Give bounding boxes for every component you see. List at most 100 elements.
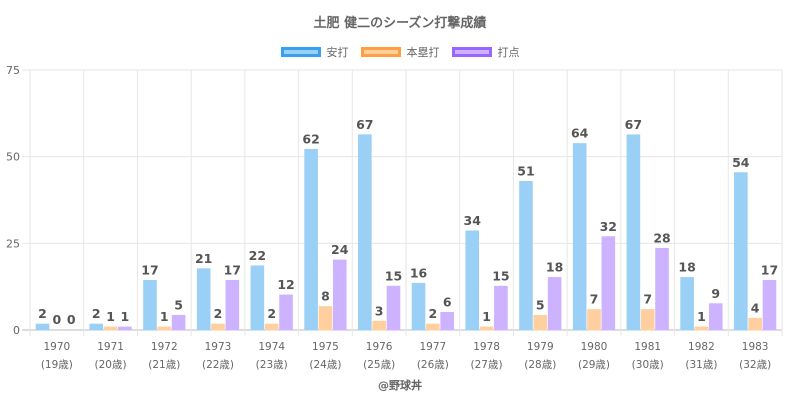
bar-rbi (547, 277, 562, 331)
data-label: 1 (482, 309, 491, 324)
bar-home-runs (748, 317, 762, 331)
bar-home-runs (479, 326, 494, 331)
x-tick-label: 1978 (473, 341, 500, 353)
bar-home-runs (694, 326, 709, 331)
legend-item-hits[interactable]: 安打 (280, 44, 349, 60)
bar-hits (196, 268, 211, 331)
data-label: 16 (410, 265, 428, 280)
x-tick-sublabel: (23歳) (256, 359, 288, 371)
bar-hits (626, 134, 641, 331)
legend-swatch-rbi (451, 47, 492, 57)
data-label: 2 (429, 306, 438, 321)
bar-rbi (118, 326, 132, 331)
x-tick-label: 1981 (634, 341, 661, 353)
data-label: 3 (375, 303, 384, 318)
bar-home-runs (211, 323, 225, 331)
bar-rbi (279, 294, 293, 331)
bar-hits (35, 323, 50, 331)
data-label: 4 (751, 300, 760, 315)
data-label: 2 (214, 306, 223, 321)
y-tick-label: 25 (6, 237, 20, 250)
data-label: 2 (92, 306, 101, 321)
data-label: 28 (653, 230, 670, 245)
data-label: 15 (492, 268, 509, 283)
bar-hits (572, 143, 587, 331)
data-label: 21 (195, 251, 212, 266)
data-label: 34 (464, 213, 482, 228)
bar-hits (680, 277, 694, 331)
x-tick-label: 1974 (258, 341, 285, 353)
bar-hits (465, 230, 480, 331)
data-label: 51 (517, 163, 534, 178)
x-tick-sublabel: (27歳) (471, 359, 503, 371)
bar-rbi (708, 303, 723, 331)
x-tick-label: 1982 (688, 341, 715, 353)
bar-rbi (171, 314, 186, 331)
data-label: 1 (697, 309, 706, 324)
data-label: 0 (53, 312, 62, 327)
legend-item-home-runs[interactable]: 本塁打 (360, 44, 440, 60)
x-tick-sublabel: (29歳) (578, 359, 610, 371)
bar-rbi (386, 285, 401, 331)
x-tick-sublabel: (21歳) (148, 359, 180, 371)
data-label: 1 (121, 309, 130, 324)
x-tick-sublabel: (19歳) (41, 359, 73, 371)
y-tick-label: 0 (13, 324, 20, 337)
bar-hits (734, 172, 748, 331)
bar-home-runs (587, 309, 601, 331)
data-label: 1 (106, 309, 115, 324)
x-tick-label: 1972 (151, 341, 178, 353)
bar-home-runs (533, 314, 548, 331)
data-label: 17 (761, 262, 778, 277)
x-tick-sublabel: (31歳) (685, 359, 717, 371)
x-tick-sublabel: (24歳) (309, 359, 341, 371)
data-label: 7 (590, 292, 599, 307)
x-tick-label: 1979 (527, 341, 554, 353)
data-label: 5 (536, 297, 545, 312)
data-label: 2 (38, 306, 47, 321)
bar-hits (411, 282, 426, 331)
legend-swatch-home-runs (360, 47, 401, 57)
x-tick-sublabel: (28歳) (524, 359, 556, 371)
legend-item-rbi[interactable]: 打点 (451, 44, 520, 60)
data-label: 0 (67, 312, 76, 327)
data-label: 67 (356, 117, 373, 132)
y-tick-label: 75 (6, 64, 20, 77)
bar-home-runs (318, 306, 333, 331)
data-label: 17 (141, 262, 158, 277)
bar-rbi (655, 247, 669, 331)
data-label: 18 (546, 260, 563, 275)
x-tick-sublabel: (32歳) (739, 359, 771, 371)
legend-label-home-runs: 本塁打 (406, 46, 440, 59)
legend: 安打 本塁打 打点 (0, 44, 800, 60)
bar-hits (89, 323, 104, 331)
bar-hits (250, 265, 265, 331)
x-tick-label: 1977 (419, 341, 446, 353)
x-tick-label: 1983 (742, 341, 769, 353)
bar-home-runs (157, 326, 172, 331)
data-label: 32 (600, 219, 617, 234)
bar-rbi (225, 279, 240, 331)
bar-home-runs (103, 326, 118, 331)
x-tick-label: 1973 (205, 341, 232, 353)
bar-home-runs (372, 320, 386, 331)
data-label: 7 (643, 292, 652, 307)
x-tick-label: 1971 (97, 341, 124, 353)
bar-rbi (494, 285, 508, 331)
bar-home-runs (264, 323, 279, 331)
bar-hits (143, 279, 157, 331)
bar-rbi (332, 259, 347, 331)
x-tick-label: 1975 (312, 341, 339, 353)
data-label: 15 (385, 268, 402, 283)
bar-rbi (762, 279, 777, 331)
y-tick-label: 50 (6, 151, 20, 164)
bar-hits (519, 180, 533, 331)
x-tick-sublabel: (25歳) (363, 359, 395, 371)
bar-hits (304, 148, 318, 331)
data-label: 17 (224, 262, 241, 277)
x-tick-label: 1980 (581, 341, 608, 353)
x-tick-label: 1970 (43, 341, 70, 353)
data-label: 24 (331, 242, 349, 257)
data-label: 6 (443, 295, 452, 310)
